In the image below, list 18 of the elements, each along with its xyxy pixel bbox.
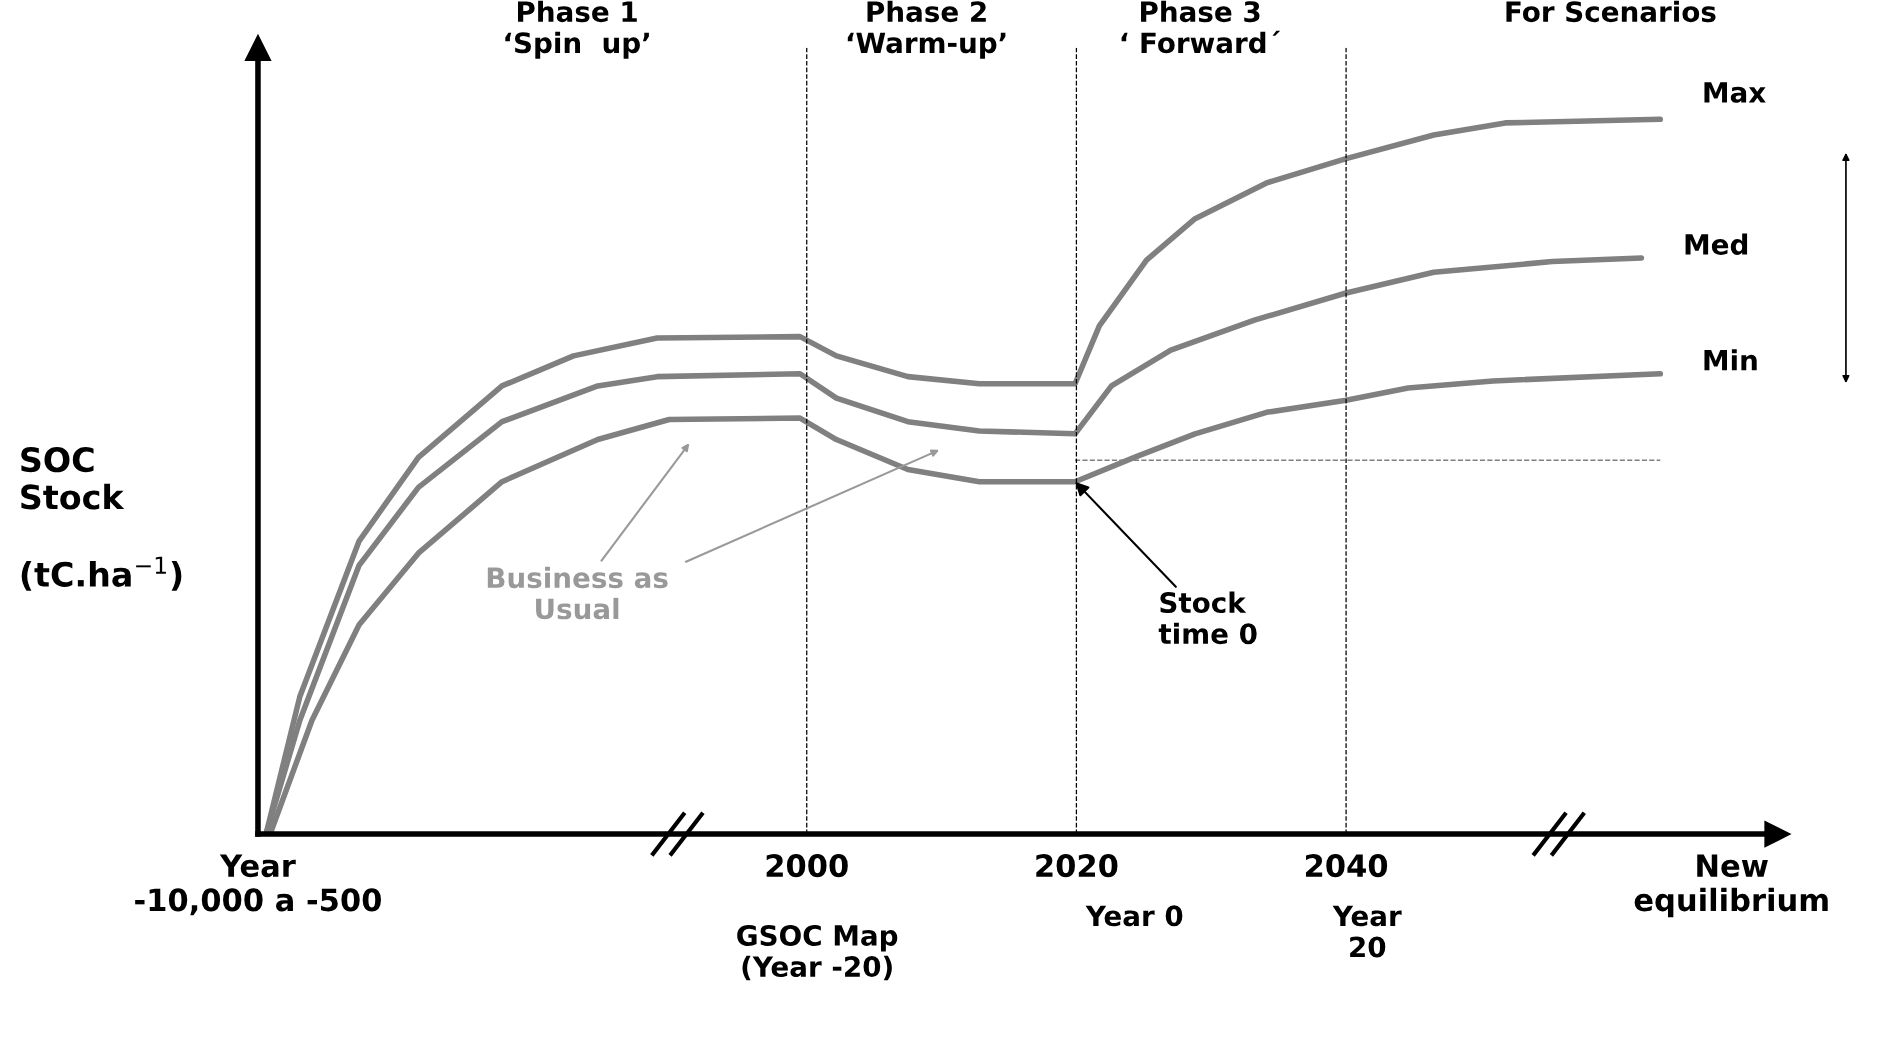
x-tick-label: 2000 bbox=[766, 854, 848, 878]
text: Phase 1 ‘Spin up’ bbox=[505, 0, 649, 59]
text: Phase 3 ‘ Forward´ bbox=[1121, 0, 1281, 54]
text: Year 20 bbox=[1332, 905, 1402, 958]
x-tick-label: Year -10,000 a -500 bbox=[135, 854, 381, 916]
annotation: Business as Usual bbox=[487, 566, 668, 620]
series-label: Min bbox=[1704, 349, 1757, 371]
x-tick-label: 2040 bbox=[1305, 854, 1388, 878]
text: For Scenarios bbox=[1506, 0, 1716, 23]
text: Year 0 bbox=[1085, 905, 1183, 927]
text: GSOC Map (Year -20) bbox=[737, 924, 898, 981]
annotation: Stock time 0 bbox=[1158, 591, 1257, 645]
series-label: Max bbox=[1704, 82, 1766, 103]
series-label: Med bbox=[1685, 233, 1748, 255]
x-tick-label: New equilibrium bbox=[1634, 854, 1828, 918]
x-tick-label: 2020 bbox=[1036, 854, 1118, 878]
text: SOC Stock (tC.ha$^{−1}$) bbox=[21, 447, 182, 591]
text: Phase 2 ‘Warm-up’ bbox=[847, 0, 1006, 59]
